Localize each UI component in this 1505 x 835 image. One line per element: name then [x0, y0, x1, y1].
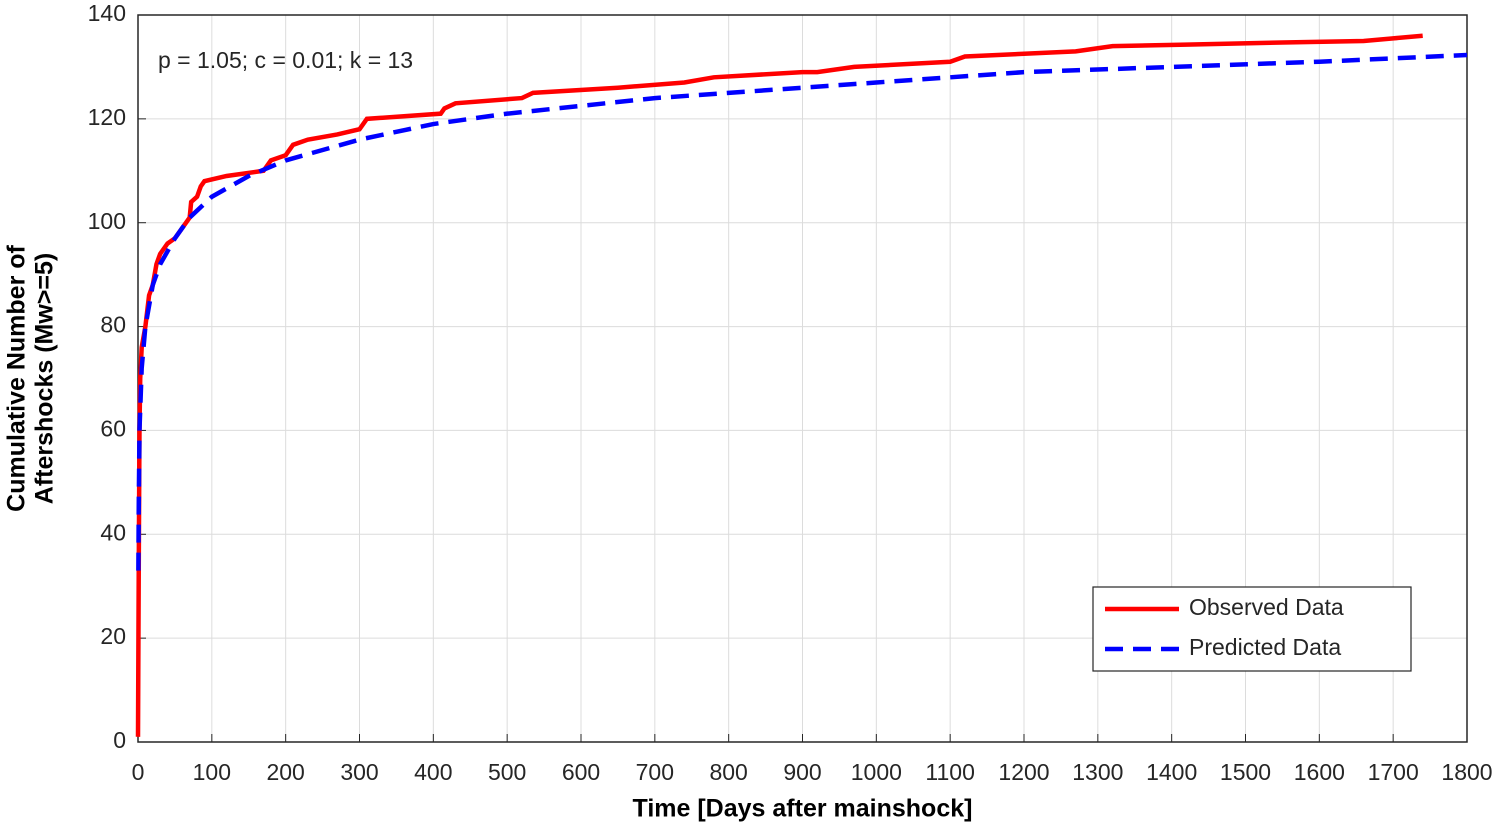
y-tick-label: 140	[88, 0, 126, 26]
x-tick-label: 600	[562, 759, 600, 785]
x-tick-label: 800	[709, 759, 747, 785]
x-tick-label: 1100	[925, 759, 974, 785]
x-tick-label: 200	[266, 759, 304, 785]
x-tick-label: 900	[783, 759, 821, 785]
legend-label: Predicted Data	[1189, 634, 1341, 660]
x-tick-label: 300	[340, 759, 378, 785]
y-tick-label: 100	[88, 208, 126, 234]
x-tick-label: 100	[193, 759, 231, 785]
x-tick-label: 500	[488, 759, 526, 785]
x-tick-label: 1400	[1146, 759, 1197, 785]
x-tick-label: 700	[636, 759, 674, 785]
data-line	[136, 52, 1468, 571]
x-tick-label: 1200	[998, 759, 1049, 785]
x-tick-label: 1000	[851, 759, 902, 785]
y-tick-label: 120	[88, 104, 126, 130]
y-tick-label: 80	[100, 312, 126, 338]
x-tick-label: 1500	[1220, 759, 1271, 785]
legend-box	[1092, 586, 1412, 672]
x-tick-label: 1600	[1294, 759, 1345, 785]
x-tick-label: 1800	[1441, 759, 1492, 785]
legend-label: Observed Data	[1189, 594, 1344, 620]
x-axis-label: Time [Days after mainshock]	[633, 795, 973, 823]
y-axis-label: Cumulative Number of	[3, 244, 31, 511]
y-tick-label: 60	[100, 416, 126, 442]
x-tick-label: 400	[414, 759, 452, 785]
x-tick-label: 1700	[1368, 759, 1419, 785]
data-line	[135, 33, 1423, 737]
x-tick-label: 1300	[1072, 759, 1123, 785]
y-tick-label: 40	[100, 519, 126, 545]
x-tick-label: 0	[132, 759, 145, 785]
y-axis-label: Aftershocks (Mw>=5)	[31, 253, 59, 504]
y-tick-label: 20	[100, 623, 126, 649]
annotation: p = 1.05; c = 0.01; k = 13	[158, 47, 413, 73]
y-tick-label: 0	[113, 727, 126, 753]
